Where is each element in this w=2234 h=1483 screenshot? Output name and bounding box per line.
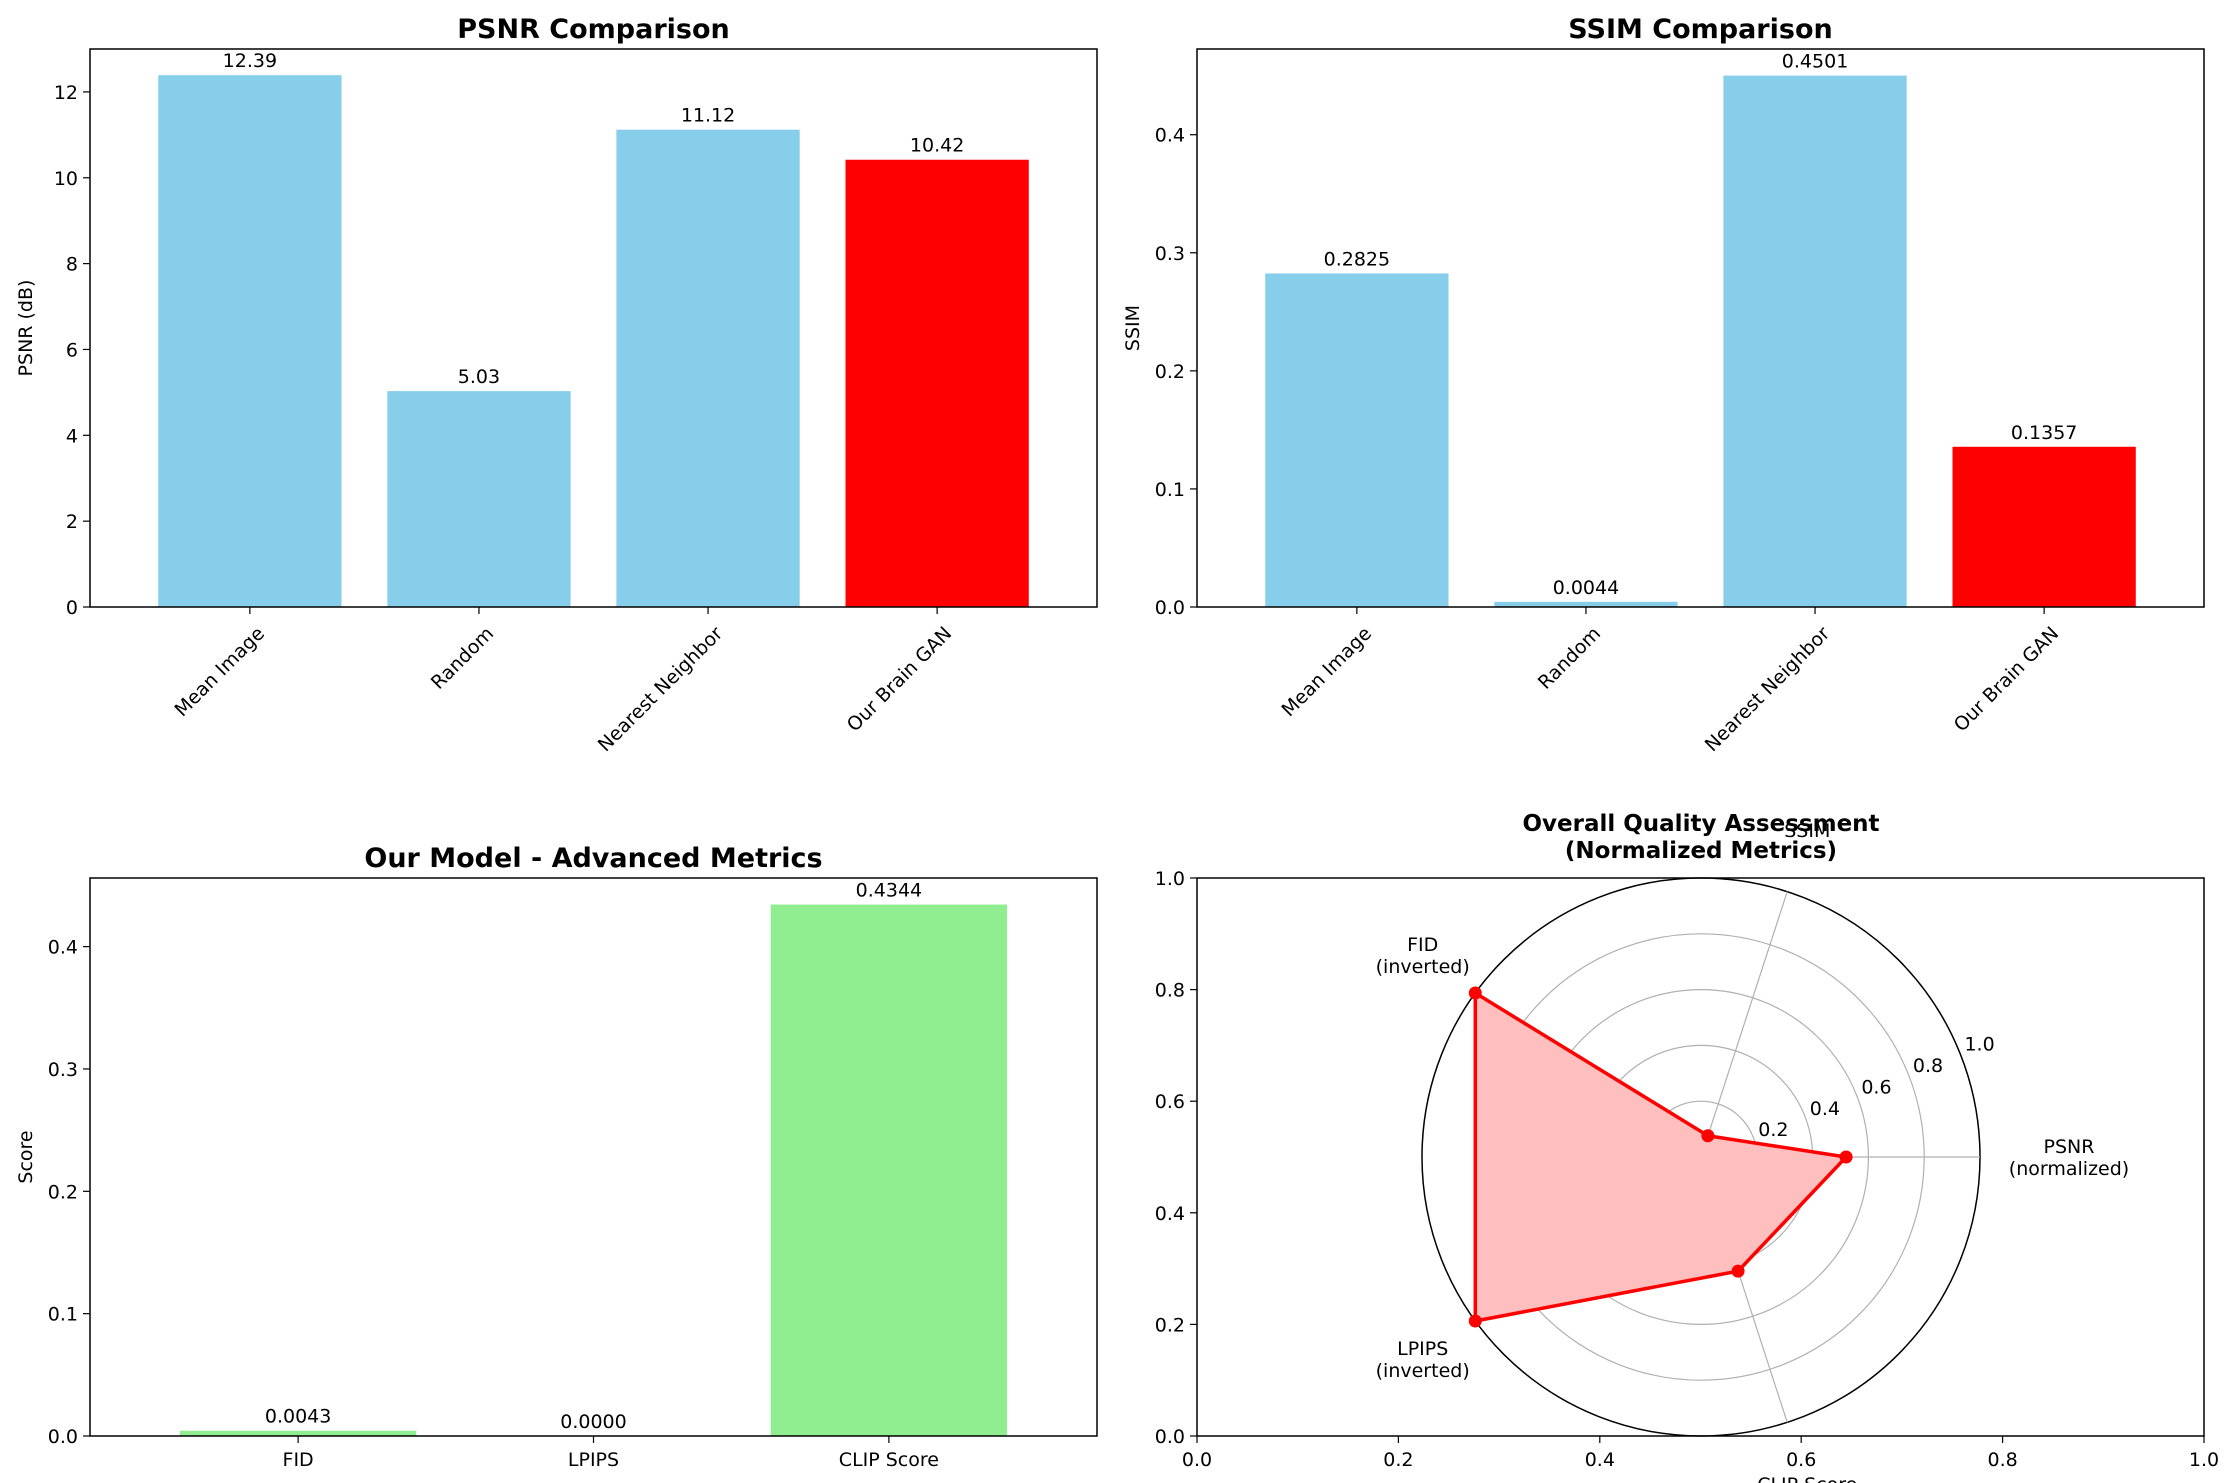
radial-tick-label: 1.0 [1964, 1034, 1994, 1056]
y-tick-label: 1.0 [1155, 868, 1185, 890]
psnr-comparison-chart: 12.39 Mean Image 5.03 Random 11.12 Nearest Ne… [15, 14, 1098, 756]
y-tick-label: 0.4 [1155, 1203, 1185, 1225]
y-tick-label: 0.0 [48, 1426, 78, 1448]
y-tick-label: 6 [66, 339, 78, 361]
x-tick-label-random: Random [427, 623, 498, 694]
x-tick-label-random: Random [1534, 623, 1605, 694]
y-tick-label: 10 [54, 168, 78, 190]
value-label-nearest-neighbor: 0.4501 [1782, 51, 1848, 73]
x-tick-label-nearest-neighbor: Nearest Neighbor [1701, 622, 1835, 756]
y-tick-label: 0.4 [48, 937, 78, 959]
radar-category-label-clip-score: CLIP Score [1757, 1474, 1857, 1483]
bar-nearest-neighbor [1723, 75, 1907, 608]
y-tick-label: 0.1 [48, 1304, 78, 1326]
radar-point-clip-score [1731, 1264, 1745, 1278]
radar-point-fid-inverted [1468, 986, 1482, 1000]
x-tick-label-our-brain-gan: Our Brain GAN [843, 623, 957, 737]
x-tick-label: 1.0 [2189, 1449, 2219, 1471]
value-label-fid: 0.0043 [265, 1406, 331, 1428]
y-tick-label: 0.4 [1155, 125, 1185, 147]
radar-point-lpips-inverted [1468, 1314, 1482, 1328]
radar-category-label-psnr: PSNR (normalized) [2009, 1136, 2129, 1180]
y-tick-label: 0 [66, 597, 78, 619]
radial-tick-label: 0.8 [1913, 1055, 1943, 1077]
y-tick-label: 0.0 [1155, 1426, 1185, 1448]
bar-fid [179, 1430, 417, 1436]
x-tick-label-mean-image: Mean Image [171, 623, 270, 722]
x-tick-label: 0.6 [1786, 1449, 1816, 1471]
value-label-mean-image: 12.39 [223, 50, 277, 72]
radar-point-psnr-normalized [1839, 1150, 1853, 1164]
radar-category-label-lpips: LPIPS (inverted) [1376, 1338, 1470, 1382]
y-tick-label: 0.1 [1155, 479, 1185, 501]
value-label-random: 5.03 [458, 366, 500, 388]
y-tick-label: 8 [66, 254, 78, 276]
y-tick-label: 0.3 [48, 1059, 78, 1081]
bar-clip-score [770, 904, 1008, 1436]
ssim-comparison-chart: 0.2825 Mean Image 0.0044 Random 0.4501 Neares… [1122, 14, 2205, 756]
radar-category-label-fid: FID (inverted) [1376, 934, 1470, 978]
radar-category-label-ssim: SSIM [1784, 820, 1830, 842]
bar-nearest-neighbor [616, 129, 800, 608]
chart-title: SSIM Comparison [1568, 14, 1832, 45]
x-tick-label-our-brain-gan: Our Brain GAN [1950, 623, 2064, 737]
y-tick-label: 12 [54, 82, 78, 104]
radial-tick-label: 0.6 [1861, 1076, 1891, 1098]
radial-tick-label: 0.2 [1758, 1119, 1788, 1141]
y-tick-label: 2 [66, 511, 78, 533]
x-tick-label-nearest-neighbor: Nearest Neighbor [594, 622, 728, 756]
quality-radar-chart: 0.0 0.2 0.4 0.6 0.8 1.0 0.0 0.2 0.4 0.6 0.8 1.0 0.2 0… [1155, 811, 2219, 1483]
y-tick-label: 0.8 [1155, 980, 1185, 1002]
advanced-metrics-chart: 0.0043 FID 0.0000 LPIPS 0.4344 CLIP Score 0.0 0… [15, 843, 1098, 1471]
y-tick-label: 0.2 [1155, 361, 1185, 383]
x-tick-label: 0.4 [1585, 1449, 1615, 1471]
y-tick-label: 0.2 [1155, 1314, 1185, 1336]
bar-random [1494, 601, 1678, 607]
y-tick-label: 0.2 [48, 1181, 78, 1203]
y-tick-label: 4 [66, 425, 78, 447]
radar-area [1473, 991, 1848, 1323]
bar-our-brain-gan [845, 159, 1029, 608]
x-tick-label: 0.0 [1182, 1449, 1212, 1471]
value-label-mean-image: 0.2825 [1324, 248, 1390, 270]
x-tick-label: 0.8 [1987, 1449, 2017, 1471]
bar-random [387, 391, 571, 607]
y-tick-label: 0.3 [1155, 243, 1185, 265]
y-tick-label: 0.6 [1155, 1091, 1185, 1113]
bar-mean-image [1265, 273, 1449, 607]
value-label-lpips: 0.0000 [560, 1411, 626, 1433]
value-label-random: 0.0044 [1553, 577, 1619, 599]
bar-our-brain-gan [1952, 446, 2136, 607]
plot-frame [1196, 48, 2205, 608]
bar-mean-image [158, 75, 342, 607]
value-label-our-brain-gan: 0.1357 [2011, 422, 2077, 444]
x-tick-label-mean-image: Mean Image [1278, 623, 1377, 722]
x-tick-label: 0.2 [1383, 1449, 1413, 1471]
value-label-our-brain-gan: 10.42 [910, 135, 964, 157]
radar-point-ssim [1701, 1129, 1715, 1143]
x-tick-label-lpips: LPIPS [568, 1449, 619, 1471]
value-label-clip-score: 0.4344 [856, 880, 922, 902]
chart-title: PSNR Comparison [457, 14, 729, 45]
plot-frame [89, 877, 1098, 1437]
y-axis-label: PSNR (dB) [15, 280, 37, 377]
polar-spoke [1700, 891, 1788, 1158]
x-tick-label-fid: FID [283, 1449, 314, 1471]
y-tick-label: 0.0 [1155, 597, 1185, 619]
x-tick-label-clip-score: CLIP Score [839, 1449, 939, 1471]
y-axis-label: Score [15, 1130, 37, 1183]
value-label-nearest-neighbor: 11.12 [681, 105, 735, 127]
y-axis-label: SSIM [1122, 305, 1144, 351]
radial-tick-label: 0.4 [1810, 1098, 1840, 1120]
chart-title: Our Model - Advanced Metrics [364, 843, 822, 874]
plot-frame [89, 48, 1098, 608]
chart-title: Overall Quality Assessment (Normalized Me… [1522, 811, 1879, 864]
